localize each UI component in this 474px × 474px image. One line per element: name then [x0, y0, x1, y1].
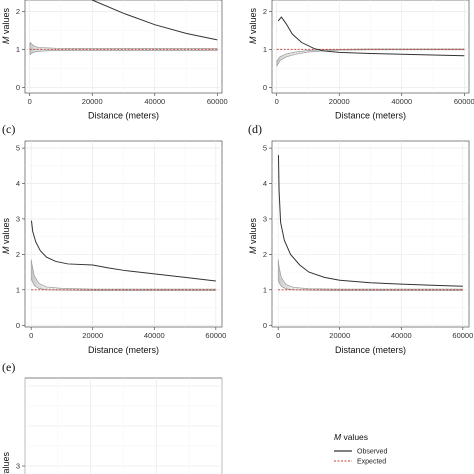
- y-tick-label: 3: [263, 215, 267, 224]
- y-tick-label: 3: [16, 462, 20, 471]
- y-axis-title-a: M values: [1, 7, 11, 44]
- panel-d: (d) 0 1 2 3 4 5 0 20000 40000 60000 Distance (me…: [248, 122, 473, 355]
- panel-letter-d: (d): [248, 122, 262, 136]
- series-lines-d: [277, 155, 463, 291]
- observed-line: [277, 155, 463, 287]
- x-axis-title-a: Distance (meters): [88, 111, 159, 121]
- envelope-b: [276, 48, 465, 67]
- panel-b: 0 1 2 0 20000 40000 60000 Distance (meters) M…: [248, 0, 474, 121]
- y-tick-label: 4: [16, 179, 20, 188]
- legend-expected-label: Expected: [357, 459, 386, 466]
- x-tick-label: 60000: [452, 331, 473, 340]
- y-tick-label: 1: [263, 285, 267, 294]
- panel-c: (c) 0 1 2 3 4 5 0 20000 40000 60000 Distance (me…: [1, 122, 226, 355]
- y-tick-label: 0: [16, 321, 20, 330]
- legend: M values Observed Expected: [334, 432, 387, 466]
- y-tick-label: 2: [16, 7, 20, 16]
- envelope-upper-line: [30, 259, 216, 290]
- gridlines-e: [24, 378, 223, 474]
- x-tick-label: 0: [29, 331, 33, 340]
- y-tick-label: 5: [263, 144, 267, 153]
- observed-line: [91, 0, 218, 41]
- panel-e: (e) 3 M values: [1, 360, 223, 474]
- series-lines-a: [29, 0, 218, 50]
- y-tick-label: 2: [16, 250, 20, 259]
- x-tick-label: 20000: [329, 331, 350, 340]
- envelope-lower-line: [29, 50, 218, 56]
- observed-line: [30, 220, 216, 282]
- panel-letter-c: (c): [2, 122, 15, 136]
- x-tick-label: 20000: [329, 97, 350, 106]
- y-tick-label: 3: [16, 215, 20, 224]
- x-ticks-d: 0 20000 40000 60000: [276, 327, 473, 340]
- y-ticks-a: 0 1 2: [16, 7, 25, 92]
- x-axis-title-b: Distance (meters): [335, 111, 406, 121]
- x-ticks-b: 0 20000 40000 60000: [275, 93, 474, 106]
- legend-title: M values: [334, 432, 368, 442]
- x-tick-label: 40000: [144, 331, 165, 340]
- y-tick-label: 0: [263, 321, 267, 330]
- x-ticks-c: 0 20000 40000 60000: [29, 327, 226, 340]
- y-tick-label: 0: [16, 83, 20, 92]
- x-tick-label: 60000: [454, 97, 474, 106]
- x-ticks-a: 0 20000 40000 60000: [28, 93, 228, 106]
- y-ticks-b: 0 1 2: [263, 7, 272, 92]
- y-tick-label: 5: [16, 144, 20, 153]
- envelope-upper-line: [29, 41, 218, 49]
- envelope-upper-line: [276, 48, 465, 62]
- x-axis-title-c: Distance (meters): [88, 345, 159, 355]
- y-tick-label: 1: [263, 45, 267, 54]
- y-tick-label: 0: [263, 83, 267, 92]
- x-tick-label: 60000: [205, 331, 226, 340]
- x-tick-label: 0: [276, 331, 280, 340]
- x-tick-label: 60000: [207, 97, 228, 106]
- x-tick-label: 40000: [391, 97, 412, 106]
- panel-a: 0 1 2 0 20000 40000 60000 Distance (meters) M…: [1, 0, 228, 121]
- y-tick-label: 2: [263, 250, 267, 259]
- x-tick-label: 40000: [391, 331, 412, 340]
- panel-letter-e: (e): [2, 360, 15, 374]
- observed-line: [277, 16, 465, 57]
- x-tick-label: 40000: [144, 97, 165, 106]
- y-axis-title-d: M values: [248, 217, 258, 254]
- legend-observed-label: Observed: [357, 449, 387, 456]
- x-tick-label: 20000: [82, 331, 103, 340]
- series-lines-b: [276, 16, 465, 57]
- y-axis-title-c: M values: [1, 217, 11, 254]
- x-axis-title-d: Distance (meters): [335, 345, 406, 355]
- y-ticks-c: 0 1 2 3 4 5: [16, 144, 25, 330]
- x-tick-label: 0: [275, 97, 279, 106]
- gridlines-c: [25, 141, 222, 327]
- y-ticks-e: 3: [16, 462, 25, 471]
- series-lines-c: [30, 220, 216, 291]
- y-tick-label: 1: [16, 45, 20, 54]
- y-ticks-d: 0 1 2 3 4 5: [263, 144, 272, 330]
- x-tick-label: 0: [28, 97, 32, 106]
- y-tick-label: 4: [263, 179, 267, 188]
- gridlines-d: [272, 141, 469, 327]
- y-axis-title-e: M values: [1, 451, 11, 474]
- y-axis-title-b: M values: [248, 7, 258, 44]
- x-tick-label: 20000: [82, 97, 103, 106]
- envelope-upper-line: [277, 259, 463, 290]
- y-tick-label: 2: [263, 7, 267, 16]
- envelope-lower-line: [276, 49, 465, 67]
- y-tick-label: 1: [16, 285, 20, 294]
